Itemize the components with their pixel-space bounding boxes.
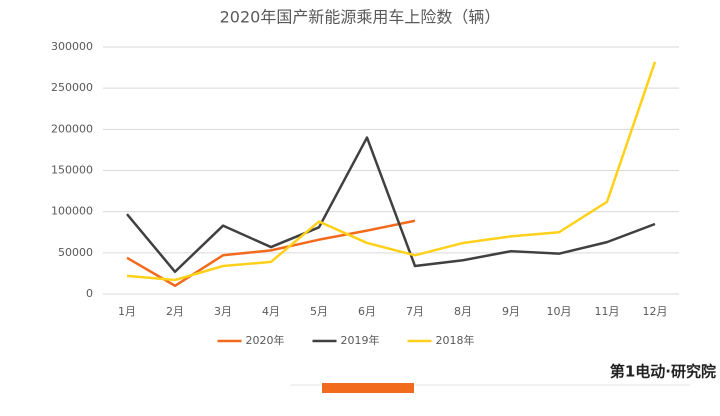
chart-title: 2020年国产新能源乘用车上险数（辆） [220,8,501,27]
x-tick-label: 2月 [166,305,184,318]
x-tick-label: 12月 [643,305,668,318]
series-line [126,219,416,288]
x-tick-label: 5月 [310,305,328,318]
x-tick-label: 9月 [502,305,520,318]
x-tick-label: 6月 [358,305,376,318]
y-tick-label: 100000 [51,205,93,218]
x-tick-label: 1月 [118,305,136,318]
legend-label: 2020年 [246,333,285,347]
x-tick-label: 7月 [406,305,424,318]
y-tick-label: 200000 [51,122,93,135]
footer-accent [322,383,414,393]
legend-label: 2019年 [341,333,380,347]
x-tick-label: 11月 [595,305,620,318]
x-tick-label: 3月 [214,305,232,318]
series-line [126,136,656,274]
y-tick-label: 50000 [58,246,93,259]
x-tick-label: 4月 [262,305,280,318]
y-tick-label: 0 [86,287,93,300]
brand: 第1电动·研究院 [610,363,716,381]
x-tick-label: 10月 [547,305,572,318]
y-tick-label: 150000 [51,164,93,177]
y-tick-label: 250000 [51,81,93,94]
x-tick-label: 8月 [454,305,472,318]
series-line [126,61,657,282]
legend-label: 2018年 [436,333,475,347]
y-tick-label: 300000 [51,40,93,53]
